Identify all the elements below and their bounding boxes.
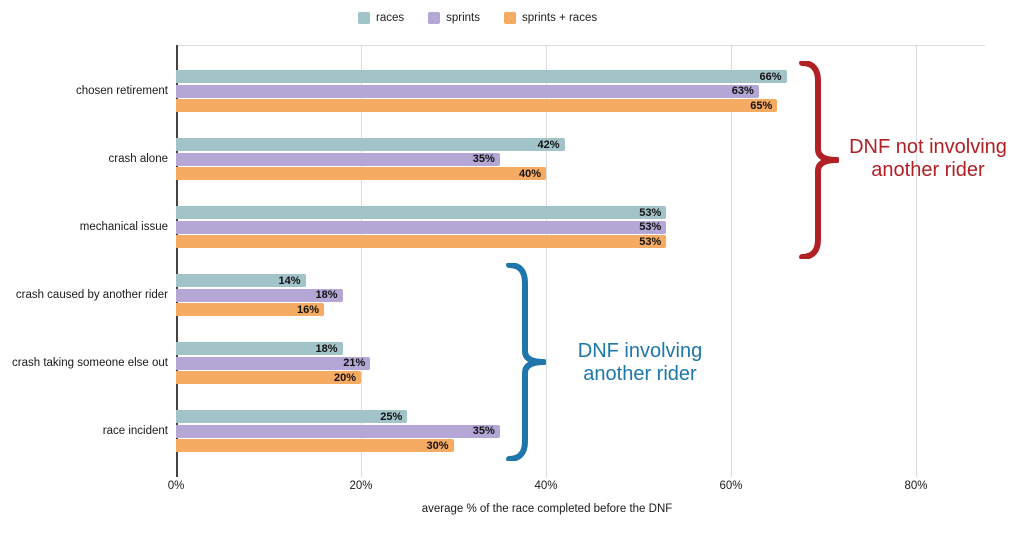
x-tick-label: 80% [904, 480, 928, 492]
bar-sprintsraces-5: 30% [176, 439, 454, 452]
bar-value-label: 35% [472, 153, 495, 165]
bar-value-label: 18% [315, 289, 338, 301]
legend-item-1: sprints [428, 12, 480, 24]
x-tick-label: 20% [349, 480, 373, 492]
annotation-label-line: another rider [583, 363, 697, 385]
legend-swatch-icon [428, 12, 441, 24]
bar-value-label: 20% [333, 371, 356, 384]
annotation-label-line: DNF involving [577, 340, 703, 362]
bar-value-label: 65% [750, 99, 773, 112]
bar-value-label: 35% [472, 425, 495, 437]
x-tick-label: 60% [719, 480, 743, 492]
bar-sprints-2: 53% [176, 220, 667, 234]
y-axis-line [176, 45, 178, 477]
bar-sprints-0: 63% [176, 84, 759, 98]
category-label: chosen retirement [75, 85, 168, 97]
bar-value-label: 53% [639, 235, 662, 248]
x-tick-label: 0% [167, 480, 185, 492]
legend-label: races [376, 12, 405, 24]
bar-sprintsraces-1: 40% [176, 167, 546, 180]
bar-races-5: 25% [176, 410, 408, 423]
category-label: race incident [102, 425, 168, 437]
bar-sprints-4: 21% [176, 356, 371, 370]
bar-sprints-1: 35% [176, 152, 500, 166]
legend-label: sprints + races [522, 12, 598, 24]
category-label: crash caused by another rider [15, 289, 168, 301]
bar-races-4: 18% [176, 342, 343, 355]
category-label: mechanical issue [79, 221, 168, 233]
annotation-label: DNF involving another rider [540, 340, 740, 386]
legend-label: sprints [446, 12, 480, 24]
x-tick-label: 40% [534, 480, 558, 492]
plot-top-border [176, 45, 986, 46]
annotation-label-line: another rider [871, 159, 985, 181]
category-label: crash taking someone else out [12, 357, 168, 369]
gridline [361, 45, 362, 477]
gridline [546, 45, 547, 477]
bar-sprintsraces-4: 20% [176, 371, 361, 384]
bar-sprintsraces-2: 53% [176, 235, 667, 248]
bar-value-label: 30% [426, 439, 449, 452]
bar-sprints-3: 18% [176, 288, 343, 302]
bar-value-label: 40% [518, 167, 541, 180]
bar-sprintsraces-0: 65% [176, 99, 778, 112]
legend-swatch-icon [504, 12, 516, 24]
gridline [731, 45, 732, 477]
x-axis-title: average % of the race completed before t… [421, 503, 673, 515]
bar-races-1: 42% [176, 138, 565, 151]
bar-value-label: 21% [343, 357, 366, 369]
annotation-label-line: DNF not involving [849, 136, 1007, 158]
legend-item-2: sprints + races [504, 12, 597, 24]
curly-brace-icon [799, 61, 839, 259]
legend-item-0: races [358, 12, 404, 24]
bar-value-label: 42% [537, 138, 560, 151]
curly-brace-icon [506, 263, 546, 461]
chart-legend: races sprints sprints + races [358, 12, 597, 24]
bar-races-3: 14% [176, 274, 306, 287]
bar-value-label: 16% [296, 303, 319, 316]
bar-value-label: 53% [639, 206, 662, 219]
bar-value-label: 25% [380, 410, 403, 423]
category-label: crash alone [108, 153, 168, 165]
bar-races-0: 66% [176, 70, 787, 83]
gridline [916, 45, 917, 477]
legend-swatch-icon [358, 12, 370, 24]
bar-races-2: 53% [176, 206, 667, 219]
bar-sprints-5: 35% [176, 424, 500, 438]
bar-value-label: 53% [639, 221, 662, 233]
bar-value-label: 14% [278, 274, 301, 287]
bar-value-label: 63% [731, 85, 754, 97]
bar-value-label: 66% [759, 70, 782, 83]
bar-value-label: 18% [315, 342, 338, 355]
annotation-label: DNF not involving another rider [830, 136, 1023, 182]
bar-sprintsraces-3: 16% [176, 303, 324, 316]
